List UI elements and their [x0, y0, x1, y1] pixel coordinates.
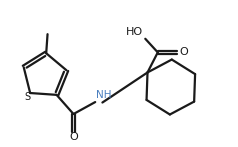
Text: O: O	[69, 132, 78, 142]
Text: S: S	[24, 92, 30, 102]
Text: NH: NH	[96, 90, 111, 100]
Text: HO: HO	[126, 27, 144, 37]
Text: O: O	[179, 47, 188, 57]
